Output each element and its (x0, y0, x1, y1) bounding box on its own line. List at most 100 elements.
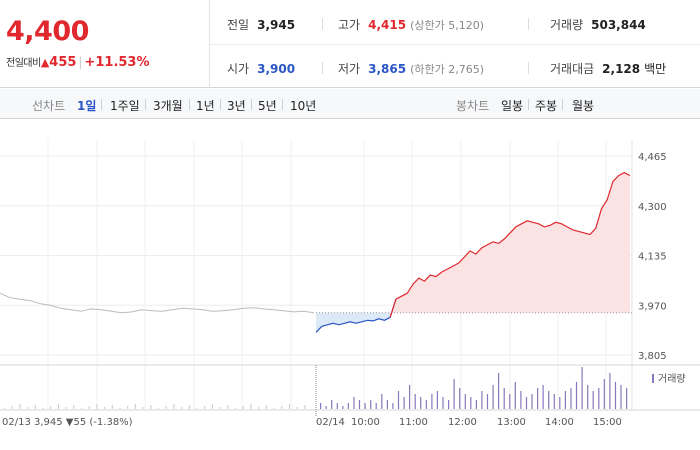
volume-bar (570, 388, 572, 409)
volume-bar (598, 388, 600, 409)
volume-bar (235, 408, 236, 409)
tab-weekly[interactable]: 주봉 (535, 99, 558, 113)
today-date-label: 02/14 (316, 417, 345, 428)
volume-bar (73, 405, 75, 409)
change-percent: +11.53% (84, 55, 150, 70)
divider (210, 44, 700, 45)
volume-bar (211, 404, 213, 409)
volume-bar (104, 407, 106, 409)
volume-bar (258, 407, 260, 409)
tab-1d[interactable]: 1일 (77, 99, 97, 113)
tab-daily[interactable]: 일봉 (501, 99, 524, 113)
volume-bar (65, 407, 67, 409)
volume-bar (420, 397, 422, 409)
volume-bar (188, 405, 190, 409)
up-arrow-icon: ▲ (40, 56, 50, 69)
tab-5y[interactable]: 5년 (258, 99, 277, 113)
volume-bar (250, 404, 252, 409)
volume-bar (531, 394, 533, 409)
volume-bar (520, 391, 522, 409)
change-value: 455 (49, 55, 77, 70)
divider (528, 18, 529, 30)
volume-bar (592, 391, 594, 409)
tab-monthly[interactable]: 월봉 (572, 99, 595, 113)
volume-bar (364, 403, 366, 409)
volume-bar (431, 394, 433, 409)
tab-3m[interactable]: 3개월 (153, 99, 183, 113)
volume-bar (553, 394, 555, 409)
divider (322, 18, 323, 30)
volume-bar (609, 373, 611, 409)
volume-bar (542, 385, 544, 409)
price-chart[interactable]: 4,465 4,300 4,135 3,970 3,805 10:00 11:00 12:0… (0, 120, 700, 450)
divider (101, 99, 102, 110)
volume-legend: 거래량 (658, 373, 686, 385)
volume-bar (81, 408, 82, 409)
price-change: 전일대비▲455 | +11.53% (6, 54, 150, 70)
volume-bar (88, 406, 90, 409)
chart-tab-bar: 선차트 1일 1주일 3개월 1년 3년 5년 10년 봉차트 일봉 주봉 월봉 (0, 89, 700, 119)
volume-bar (503, 388, 505, 409)
volume-bar (575, 382, 578, 409)
volume-bar (436, 391, 438, 409)
volume-bar (386, 400, 388, 409)
volume-bar (242, 406, 244, 409)
volume-bar (288, 404, 290, 409)
volume-bar (204, 406, 206, 409)
stat-low: 저가 3,865 (하한가 2,765) (338, 62, 484, 76)
volume-bar (358, 400, 361, 409)
quote-header: 4,400 전일대비▲455 | +11.53% 전일 3,945 시가 3,900 고… (0, 0, 700, 88)
volume-bar (603, 379, 605, 409)
y-tick-label: 4,465 (638, 152, 667, 163)
tab-3y[interactable]: 3년 (227, 99, 246, 113)
volume-bar (181, 407, 183, 409)
divider (145, 99, 146, 110)
x-tick-label: 10:00 (351, 417, 380, 428)
volume-bar (11, 406, 13, 409)
volume-bar (331, 400, 333, 409)
divider (562, 99, 563, 110)
change-label: 전일대비 (6, 58, 41, 69)
volume-bar (57, 404, 59, 409)
volume-bar (347, 403, 349, 409)
volume-bar (414, 394, 416, 409)
volume-bar (486, 394, 489, 409)
volume-bar (325, 406, 327, 409)
volume-bars (4, 367, 628, 409)
volume-bar (370, 400, 372, 409)
divider (282, 99, 283, 110)
volume-bar (492, 385, 494, 409)
volume-bar (96, 404, 98, 409)
volume-bar (626, 388, 628, 409)
volume-bar (342, 406, 344, 409)
volume-bar (111, 405, 113, 409)
prev-date-label: 02/13 (2, 417, 31, 428)
stat-volume: 거래량 503,844 (550, 18, 646, 32)
volume-bar (336, 403, 338, 409)
volume-legend-swatch (652, 374, 654, 383)
volume-bar (403, 397, 405, 409)
y-tick-label: 3,970 (638, 301, 667, 312)
volume-bar (134, 404, 136, 409)
volume-bar (42, 408, 44, 409)
y-tick-label: 4,300 (638, 202, 667, 213)
volume-bar (281, 406, 283, 409)
divider (220, 99, 221, 110)
tab-1y[interactable]: 1년 (196, 99, 215, 113)
volume-bar (158, 408, 159, 409)
volume-bar (219, 407, 221, 409)
candle-chart-label: 봉차트 (456, 99, 490, 113)
volume-bar (475, 400, 477, 409)
tab-10y[interactable]: 10년 (290, 99, 317, 113)
chart-grid (0, 120, 700, 416)
x-axis-labels: 10:00 11:00 12:00 13:00 14:00 15:00 (351, 417, 622, 428)
stat-prev-close: 전일 3,945 (227, 18, 296, 32)
volume-bar (453, 379, 455, 409)
volume-bar (19, 404, 21, 409)
volume-bar (614, 382, 617, 409)
x-tick-label: 13:00 (497, 417, 526, 428)
tab-1w[interactable]: 1주일 (110, 99, 140, 113)
current-price: 4,400 (6, 16, 89, 47)
volume-bar (375, 403, 377, 409)
x-tick-label: 11:00 (399, 417, 428, 428)
